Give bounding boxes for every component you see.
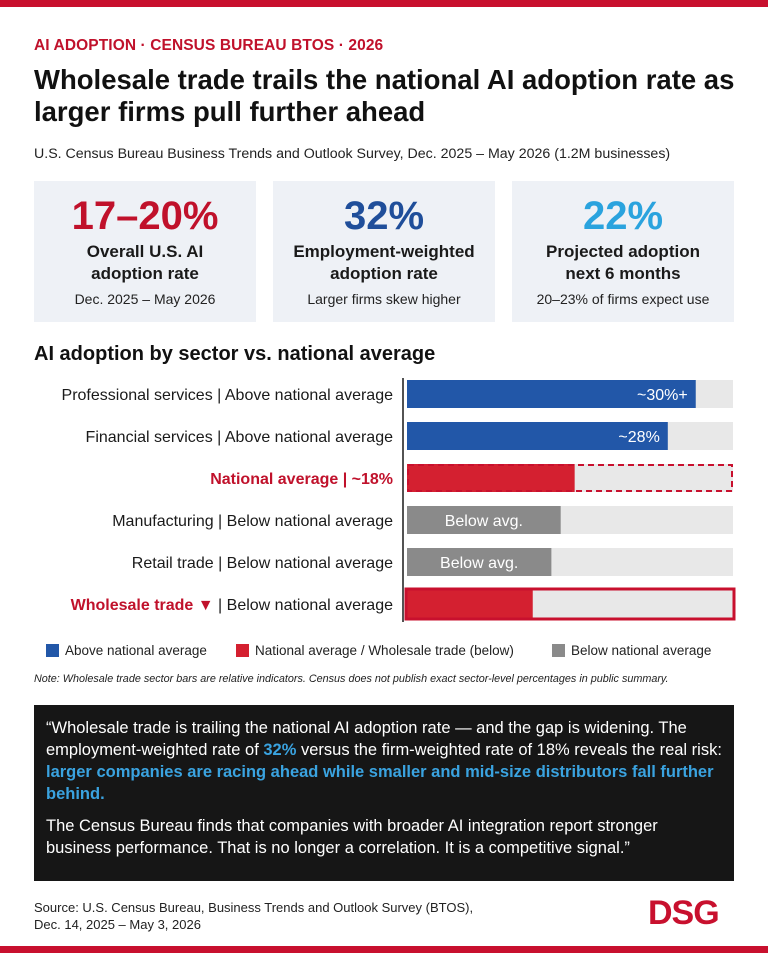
- category-label: Manufacturing | Below national average: [112, 513, 393, 530]
- quote-highlight: 32%: [263, 741, 297, 759]
- sector-bar-chart: ~30%+ Professional services | Above natio…: [62, 378, 736, 622]
- kpi-value: 32%: [343, 194, 425, 238]
- kpi-note: Dec. 2025 – May 2026: [74, 291, 216, 307]
- kpi-label-line1: Overall U.S. AI: [86, 242, 204, 261]
- quote-box: “Wholesale trade is trailing the nationa…: [34, 705, 734, 881]
- legend-label: Above national average: [65, 643, 207, 658]
- bar-outline-solid: [404, 587, 736, 621]
- category-label-text: Professional services | Above national a…: [62, 387, 394, 404]
- kpi-card-overall: 17–20% Overall U.S. AI adoption rate Dec…: [34, 181, 256, 322]
- category-label: Wholesale trade ▼ | Below national avera…: [71, 597, 393, 614]
- legend-label: National average / Wholesale trade (belo…: [255, 643, 514, 658]
- bar-value-label: ~30%+: [637, 387, 688, 404]
- quote-text: versus the firm-weighted rate of 18% rev…: [296, 741, 722, 759]
- category-label: National average | ~18%: [210, 471, 393, 488]
- legend-item-below: Below national average: [552, 643, 711, 658]
- kpi-value: 22%: [582, 194, 664, 238]
- bar-above: [407, 422, 668, 450]
- category-label-accent: Wholesale trade ▼: [71, 597, 214, 614]
- headline: Wholesale trade trails the national AI a…: [34, 64, 735, 127]
- bar-outline-dashed: [407, 464, 733, 492]
- dsg-logo: DSG: [648, 894, 720, 932]
- category-label: Professional services | Above national a…: [62, 387, 394, 404]
- legend-label: Below national average: [571, 643, 712, 658]
- kpi-label-line1: Employment-weighted: [293, 242, 475, 261]
- subtitle: U.S. Census Bureau Business Trends and O…: [34, 146, 671, 162]
- legend-swatch-below: [552, 644, 565, 657]
- kpi-note: Larger firms skew higher: [307, 291, 461, 307]
- category-label-text: | Below national average: [214, 597, 393, 614]
- category-label: Retail trade | Below national average: [132, 555, 393, 572]
- chart-legend: Above national average National average …: [46, 643, 746, 661]
- category-label-text: Manufacturing | Below national average: [112, 513, 393, 530]
- quote-paragraph-1: “Wholesale trade is trailing the nationa…: [46, 717, 722, 805]
- kpi-card-projected: 22% Projected adoption next 6 months 20–…: [512, 181, 734, 322]
- bar-wholesale: [407, 590, 533, 618]
- legend-swatch-national: [236, 644, 249, 657]
- category-label-accent: National average | ~18%: [210, 471, 393, 488]
- kpi-label-line1: Projected adoption: [546, 242, 700, 261]
- kpi-card-employment-weighted: 32% Employment-weighted adoption rate La…: [273, 181, 495, 322]
- quote-text: “Wholesale trade is trailing the nationa…: [46, 719, 687, 759]
- bar-value-label: ~28%: [618, 429, 659, 446]
- top-accent-bar: [0, 0, 768, 7]
- kpi-note: 20–23% of firms expect use: [536, 291, 710, 307]
- legend-swatch-above: [46, 644, 59, 657]
- chart-footnote: Note: Wholesale trade sector bars are re…: [34, 673, 669, 685]
- quote-highlight: larger companies are racing ahead while …: [46, 763, 714, 803]
- kpi-value: 17–20%: [71, 194, 219, 238]
- chart-title: AI adoption by sector vs. national avera…: [34, 343, 436, 365]
- kpi-label-line2: adoption rate: [91, 264, 199, 283]
- kicker: AI ADOPTION · CENSUS BUREAU BTOS · 2026: [34, 37, 384, 54]
- bar-national: [407, 464, 575, 492]
- source-line: Dec. 14, 2025 – May 3, 2026: [34, 917, 201, 932]
- source-citation: Source: U.S. Census Bureau, Business Tre…: [34, 899, 554, 933]
- bar-value-label: Below avg.: [440, 555, 518, 572]
- category-label-text: Retail trade | Below national average: [132, 555, 393, 572]
- category-label: Financial services | Above national aver…: [86, 429, 394, 446]
- legend-item-above: Above national average: [46, 643, 207, 658]
- quote-paragraph-2: The Census Bureau finds that companies w…: [46, 817, 658, 857]
- bar-below: [407, 506, 561, 534]
- bar-value-label: Below avg.: [445, 513, 523, 530]
- bottom-accent-bar: [0, 946, 768, 953]
- category-label-text: Financial services | Above national aver…: [86, 429, 394, 446]
- kpi-label-line2: adoption rate: [330, 264, 438, 283]
- bar-above: [407, 380, 696, 408]
- legend-item-national: National average / Wholesale trade (belo…: [236, 643, 514, 658]
- kpi-label-line2: next 6 months: [565, 264, 681, 283]
- source-line: Source: U.S. Census Bureau, Business Tre…: [34, 900, 474, 915]
- bar-below: [407, 548, 552, 576]
